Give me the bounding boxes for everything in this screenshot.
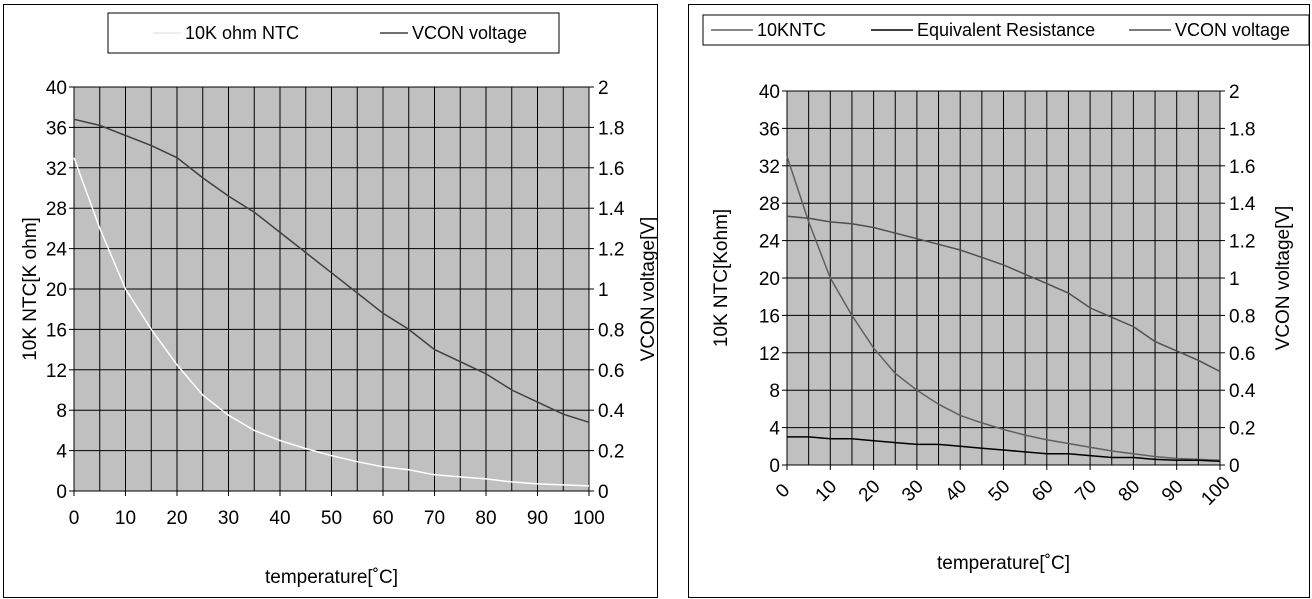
y-tick-label: 12	[46, 361, 67, 382]
legend-label-2: Equivalent Resistance	[917, 20, 1095, 40]
x-tick-label: 90	[527, 508, 548, 529]
x-axis-title: temperature[˚C]	[265, 567, 398, 588]
y2-tick-label: 1.8	[598, 118, 624, 139]
y2-tick-label: 2	[598, 78, 609, 99]
y2-tick-label: 0.8	[598, 320, 624, 341]
x-tick-label: 10	[115, 508, 136, 529]
series-line-2	[73, 118, 590, 424]
y-tick-label: 20	[46, 280, 67, 301]
x-tick-label: 80	[475, 508, 496, 529]
y-tick-label: 32	[759, 157, 780, 178]
y2-tick-label: 1.4	[598, 199, 625, 220]
y2-axis-title: VCON voltage[V]	[638, 217, 659, 362]
y-tick-label: 40	[759, 82, 780, 103]
legend-box	[107, 12, 560, 54]
y2-tick-label: 0.4	[598, 401, 625, 422]
y2-tick-label: 1.6	[1229, 157, 1255, 178]
legend-label-3: VCON voltage	[1175, 20, 1290, 40]
chart-panel-right: 10KNTC Equivalent Resistance VCON voltage 0…	[688, 4, 1310, 598]
chart-panel-left: 10K ohm NTC VCON voltage 0 4 8 12 16 20 24 28 32 36…	[3, 4, 659, 598]
y-tick-label: 16	[759, 306, 780, 327]
x-tick-label: 60	[1028, 476, 1058, 506]
y-tick-label: 20	[759, 269, 780, 290]
y-tick-label: 12	[759, 344, 780, 365]
y2-tick-label: 0.4	[1229, 381, 1256, 402]
y-tick-label: 36	[46, 118, 67, 139]
y-tick-label: 4	[769, 419, 780, 440]
x-tick-label: 20	[166, 508, 187, 529]
y-tick-label: 16	[46, 320, 67, 341]
y2-tick-label: 1	[1229, 269, 1240, 290]
y2-tick-label: 0.6	[598, 361, 624, 382]
x-tick-label: 20	[855, 476, 885, 506]
x-axis-title: temperature[˚C]	[937, 553, 1070, 574]
x-tick-label: 10	[812, 476, 842, 506]
y-tick-label: 36	[759, 119, 780, 140]
y2-tick-label: 0.6	[1229, 344, 1255, 365]
x-tick-label: 40	[941, 476, 971, 506]
y-axis-title: 10K NTC[Kohm]	[711, 209, 732, 347]
ntc-vcon-chart-left: 10K ohm NTC VCON voltage04812162024283236…	[20, 12, 659, 588]
y2-tick-label: 0.2	[598, 442, 624, 463]
x-tick-label: 0	[69, 508, 80, 529]
x-tick-label: 80	[1115, 476, 1145, 506]
y2-tick-label: 1.2	[1229, 232, 1255, 253]
y-tick-label: 4	[56, 442, 67, 463]
y-tick-label: 28	[46, 199, 67, 220]
x-tick-label: 30	[898, 476, 928, 506]
y-tick-label: 40	[46, 78, 67, 99]
y-tick-label: 0	[769, 456, 780, 477]
y-tick-label: 0	[56, 482, 67, 503]
y-tick-label: 24	[46, 240, 68, 261]
legend-box	[702, 14, 1310, 46]
x-tick-label: 50	[321, 508, 342, 529]
y-tick-label: 32	[46, 159, 67, 180]
y2-tick-label: 1.6	[598, 159, 624, 180]
y2-tick-label: 0	[598, 482, 609, 503]
x-tick-label: 100	[573, 508, 605, 529]
y2-tick-label: 0	[1229, 456, 1240, 477]
x-tick-label: 70	[424, 508, 445, 529]
ntc-vcon-chart-right: 10KNTC Equivalent Resistance VCON voltage 0…	[702, 14, 1310, 574]
y-tick-label: 24	[759, 232, 781, 253]
y-axis-title: 10K NTC[K ohm]	[20, 217, 41, 361]
y2-tick-label: 1.4	[1229, 194, 1256, 215]
x-tick-label: 30	[218, 508, 239, 529]
y-tick-label: 8	[769, 381, 780, 402]
legend-label-2: VCON voltage	[412, 23, 527, 43]
x-tick-label: 70	[1071, 476, 1101, 506]
y2-tick-label: 1.8	[1229, 119, 1255, 140]
y2-tick-label: 0.8	[1229, 306, 1255, 327]
x-tick-label: 0	[772, 480, 794, 502]
y2-tick-label: 0.2	[1229, 419, 1255, 440]
series-line-1	[786, 156, 1221, 462]
x-tick-label: 60	[372, 508, 393, 529]
y-tick-label: 28	[759, 194, 780, 215]
y-tick-label: 8	[56, 401, 67, 422]
x-tick-label: 40	[269, 508, 290, 529]
y2-tick-label: 1	[598, 280, 609, 301]
y2-tick-label: 2	[1229, 82, 1240, 103]
y2-axis-title: VCON voltage[V]	[1273, 206, 1294, 351]
x-tick-label: 100	[1197, 472, 1234, 509]
series-line-2	[787, 436, 1221, 463]
series-line-3	[786, 215, 1221, 373]
legend-label-1: 10KNTC	[757, 20, 826, 40]
legend-label-1: 10K ohm NTC	[185, 23, 299, 43]
y2-tick-label: 1.2	[598, 240, 624, 261]
series-line-1	[73, 157, 590, 487]
x-tick-label: 50	[985, 476, 1015, 506]
x-tick-label: 90	[1158, 476, 1188, 506]
